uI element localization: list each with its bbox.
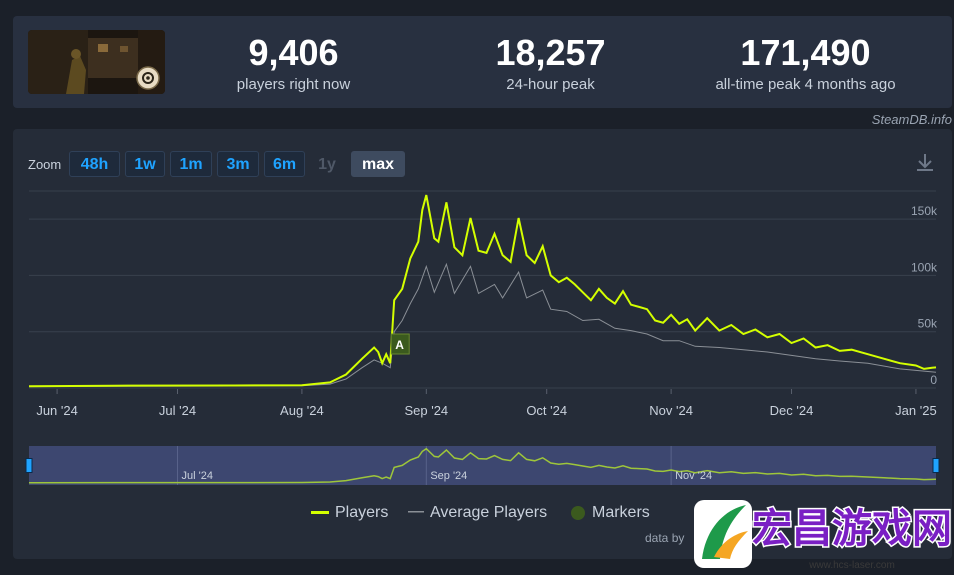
zoom-1y-button: 1y <box>318 156 336 173</box>
legend-average[interactable]: Average Players <box>408 504 547 526</box>
players-now-value: 9,406 <box>248 32 339 73</box>
legend-players[interactable]: Players <box>311 504 388 526</box>
y-tick-label: 100k <box>911 260 938 274</box>
stat-players-now: 9,406 players right now <box>206 16 381 108</box>
stat-24h-peak: 18,257 24-hour peak <box>458 16 643 108</box>
watermark-logo-icon <box>702 505 746 559</box>
legend-markers[interactable]: Markers <box>570 504 650 526</box>
player-count-chart[interactable]: 0 50k 100k 150k A Jun '24 Jul '24 Aug '24 Sep … <box>13 129 952 499</box>
peak-24h-value: 18,257 <box>495 32 606 73</box>
x-tick-label: Sep '24 <box>404 403 448 418</box>
navigator-label: Sep '24 <box>430 470 467 482</box>
zoom-label: Zoom <box>28 157 62 172</box>
data-source-label: data by <box>645 531 685 545</box>
x-tick-label: Oct '24 <box>526 403 567 418</box>
game-thumbnail[interactable] <box>28 30 165 94</box>
game-thumbnail-image <box>28 30 165 94</box>
players-line <box>28 194 937 388</box>
x-tick-label: Jun '24 <box>36 403 78 418</box>
steamdb-credit[interactable]: SteamDB.info <box>871 112 952 127</box>
x-tick-label: Nov '24 <box>649 403 693 418</box>
watermark-url: www.hcs-laser.com <box>808 560 895 571</box>
zoom-48h-button[interactable]: 48h <box>69 151 120 177</box>
x-tick-label: Dec '24 <box>770 403 814 418</box>
legend-markers-label: Markers <box>592 504 650 521</box>
peak-24h-label: 24-hour peak <box>506 76 595 93</box>
zoom-1m-button[interactable]: 1m <box>170 151 212 177</box>
y-axis-ticks: 0 50k 100k 150k <box>911 204 938 387</box>
zoom-6m-button[interactable]: 6m <box>264 151 305 177</box>
navigator-label: Jul '24 <box>181 470 212 482</box>
event-marker-box[interactable] <box>390 333 410 355</box>
navigator-right-handle[interactable] <box>932 458 940 473</box>
navigator-series-line <box>28 447 937 484</box>
y-tick-label: 0 <box>930 373 937 387</box>
zoom-1w-button[interactable]: 1w <box>125 151 165 177</box>
y-tick-label: 150k <box>911 204 938 218</box>
players-swatch-icon <box>311 510 329 514</box>
chart-panel: Zoom 48h 1w 1m 3m 6m 1y max 0 50k 100k 150k… <box>13 129 952 559</box>
y-tick-label: 50k <box>918 317 938 331</box>
navigator-left-handle[interactable] <box>25 458 33 473</box>
average-swatch-icon <box>408 510 424 513</box>
navigator-selection[interactable] <box>29 446 936 485</box>
markers-swatch-icon <box>571 505 585 520</box>
chart-gridlines <box>29 190 936 389</box>
alltime-peak-label: all-time peak 4 months ago <box>715 76 896 93</box>
navigator-label: Nov '24 <box>675 470 712 482</box>
stat-alltime-peak: 171,490 all-time peak 4 months ago <box>693 16 918 108</box>
legend-players-label: Players <box>335 504 389 521</box>
range-navigator[interactable]: Jul '24 Sep '24 Nov '24 <box>25 446 940 485</box>
stats-bar: 9,406 players right now 18,257 24-hour p… <box>13 16 952 108</box>
zoom-3m-button[interactable]: 3m <box>217 151 259 177</box>
watermark-text: 宏昌游戏网 <box>752 507 952 551</box>
x-tick-label: Jul '24 <box>159 403 196 418</box>
average-players-line <box>28 262 937 388</box>
download-icon[interactable] <box>913 151 937 175</box>
legend-average-label: Average Players <box>430 504 548 521</box>
x-tick-label: Aug '24 <box>280 403 324 418</box>
event-marker-a[interactable]: A <box>390 333 410 355</box>
navigator-gridlines <box>176 446 672 485</box>
x-axis-ticks: Jun '24 Jul '24 Aug '24 Sep '24 Oct '24 Nov '… <box>36 389 937 418</box>
zoom-max-button[interactable]: max <box>351 151 405 177</box>
players-now-label: players right now <box>236 76 351 93</box>
event-marker-label: A <box>395 338 404 352</box>
alltime-peak-value: 171,490 <box>740 32 871 73</box>
x-tick-label: Jan '25 <box>895 403 937 418</box>
navigator-labels: Jul '24 Sep '24 Nov '24 <box>181 470 712 482</box>
watermark-overlay: 宏昌游戏网 www.hcs-laser.com <box>694 500 954 571</box>
